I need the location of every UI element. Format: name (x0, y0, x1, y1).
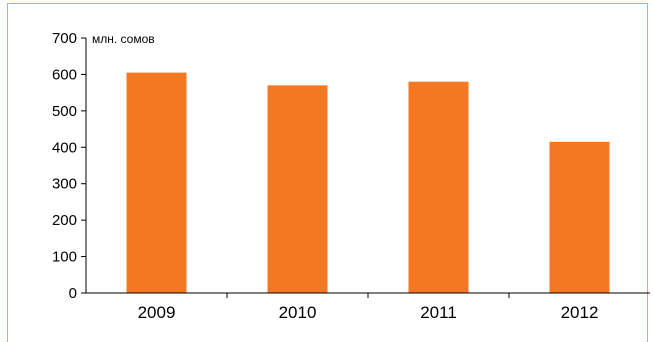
y-tick-label: 100 (52, 249, 77, 266)
x-tick-label: 2012 (561, 303, 599, 322)
bar-2010 (267, 85, 328, 293)
bar-2009 (126, 72, 187, 293)
x-tick-label: 2010 (279, 303, 317, 322)
bar-2012 (549, 141, 610, 293)
y-tick-label: 500 (52, 103, 77, 120)
unit-label: млн. сомов (92, 32, 155, 46)
y-tick-label: 600 (52, 66, 77, 83)
y-tick-labels: 0 100 200 300 400 500 600 700 (52, 30, 77, 302)
y-axis (81, 37, 87, 294)
y-tick-label: 300 (52, 176, 77, 193)
y-tick-label: 0 (69, 285, 77, 302)
y-tick-label: 200 (52, 212, 77, 229)
y-tick-label: 400 (52, 139, 77, 156)
x-tick-label: 2009 (138, 303, 176, 322)
x-tick-labels: 2009 2010 2011 2012 (138, 303, 599, 322)
bars (126, 72, 610, 293)
y-tick-label: 700 (52, 30, 77, 47)
x-axis (86, 292, 650, 298)
x-tick-label: 2011 (420, 303, 457, 322)
bar-2011 (408, 81, 469, 293)
